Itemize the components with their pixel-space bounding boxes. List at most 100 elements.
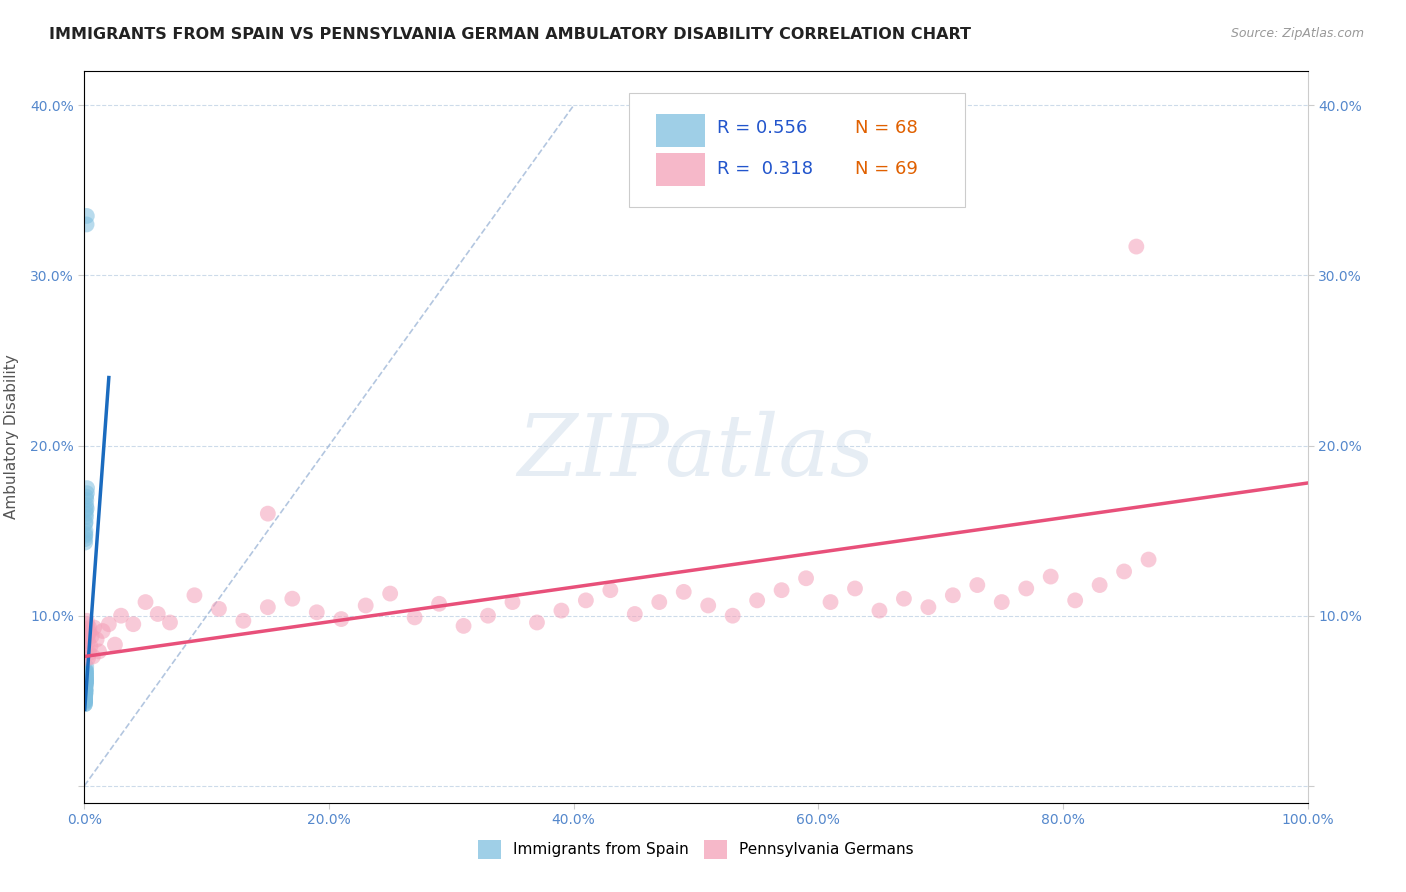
Point	[75, 681, 97, 696]
Point	[75, 675, 97, 690]
Point	[75, 510, 97, 524]
Point	[73, 694, 96, 708]
Point	[97, 617, 120, 632]
Point	[122, 617, 145, 632]
Point	[73, 532, 96, 546]
Point	[477, 608, 499, 623]
Point	[354, 599, 377, 613]
Point	[159, 615, 181, 630]
Point	[648, 595, 671, 609]
Point	[770, 583, 793, 598]
Point	[526, 615, 548, 630]
Point	[75, 675, 97, 690]
Point	[75, 687, 97, 701]
Point	[75, 529, 97, 543]
Point	[75, 675, 97, 690]
Point	[75, 516, 97, 531]
Point	[794, 571, 817, 585]
Point	[75, 687, 97, 701]
Point	[73, 697, 96, 711]
Point	[75, 692, 97, 706]
Point	[1039, 569, 1062, 583]
Point	[75, 685, 97, 699]
Point	[1088, 578, 1111, 592]
Point	[104, 638, 127, 652]
Point	[75, 680, 97, 694]
Point	[747, 593, 769, 607]
Text: R = 0.556: R = 0.556	[717, 120, 807, 137]
Point	[135, 595, 157, 609]
Point	[75, 524, 97, 538]
Text: ZIPatlas: ZIPatlas	[517, 410, 875, 493]
Point	[75, 666, 97, 681]
Point	[76, 625, 98, 640]
Point	[77, 634, 100, 648]
Point	[82, 649, 104, 664]
Point	[75, 675, 97, 690]
Point	[721, 608, 744, 623]
Point	[77, 651, 100, 665]
Point	[75, 503, 97, 517]
Point	[76, 481, 98, 495]
Text: N = 69: N = 69	[855, 160, 918, 178]
Point	[75, 663, 97, 677]
Point	[75, 689, 97, 703]
Point	[75, 677, 97, 691]
Point	[75, 690, 97, 705]
Point	[75, 677, 97, 691]
Point	[76, 614, 98, 628]
Point	[73, 697, 96, 711]
Point	[77, 627, 100, 641]
Point	[77, 646, 100, 660]
Point	[869, 604, 891, 618]
Point	[75, 673, 97, 688]
Point	[917, 600, 939, 615]
Text: N = 68: N = 68	[855, 120, 918, 137]
Point	[75, 683, 97, 698]
Point	[502, 595, 524, 609]
Y-axis label: Ambulatory Disability: Ambulatory Disability	[4, 355, 18, 519]
Point	[844, 582, 866, 596]
Point	[672, 585, 695, 599]
Point	[75, 665, 97, 679]
Point	[1114, 565, 1136, 579]
Point	[87, 644, 110, 658]
Point	[624, 607, 647, 621]
FancyBboxPatch shape	[655, 153, 704, 186]
Point	[75, 642, 97, 657]
Point	[75, 634, 97, 648]
Point	[893, 591, 915, 606]
Point	[1064, 593, 1087, 607]
Point	[427, 597, 450, 611]
Point	[75, 672, 97, 686]
Point	[83, 621, 105, 635]
Point	[453, 619, 475, 633]
Point	[75, 681, 97, 696]
Point	[75, 678, 97, 692]
Point	[75, 681, 97, 696]
Point	[79, 640, 101, 654]
Point	[80, 629, 103, 643]
Point	[91, 624, 114, 638]
Point	[305, 605, 328, 619]
Point	[599, 583, 621, 598]
Point	[76, 501, 98, 516]
Point	[575, 593, 598, 607]
Point	[75, 659, 97, 673]
Point	[330, 612, 353, 626]
Point	[75, 672, 97, 686]
Point	[76, 209, 98, 223]
Point	[966, 578, 988, 592]
Point	[75, 665, 97, 679]
Point	[75, 527, 97, 541]
Point	[75, 683, 97, 698]
FancyBboxPatch shape	[655, 114, 704, 146]
Point	[75, 673, 97, 688]
Point	[75, 675, 97, 690]
Point	[76, 617, 98, 632]
Point	[75, 670, 97, 684]
Point	[75, 677, 97, 691]
Point	[75, 668, 97, 682]
Text: R =  0.318: R = 0.318	[717, 160, 813, 178]
Point	[380, 586, 402, 600]
